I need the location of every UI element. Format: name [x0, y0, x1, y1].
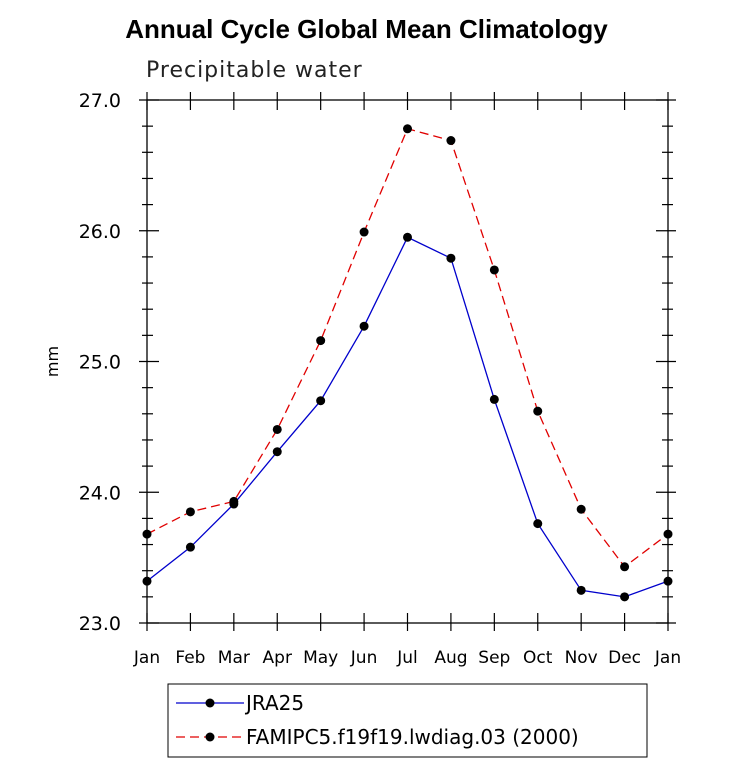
data-point — [576, 504, 586, 514]
data-point — [185, 542, 195, 552]
data-point — [142, 576, 152, 586]
y-tick-label: 24.0 — [79, 482, 121, 504]
data-point — [359, 227, 369, 237]
x-tick-label: Dec — [608, 648, 641, 668]
data-point — [229, 496, 239, 506]
data-point — [142, 529, 152, 539]
legend-marker-2 — [205, 732, 215, 742]
legend-label-1: JRA25 — [244, 691, 304, 715]
x-tick-label: Jan — [133, 648, 160, 668]
x-tick-label: Jan — [654, 648, 681, 668]
data-point — [272, 447, 282, 457]
data-point — [316, 336, 326, 346]
x-tick-label: Jun — [350, 648, 378, 668]
data-point — [489, 265, 499, 275]
y-tick-label: 23.0 — [79, 613, 121, 635]
data-point — [663, 529, 673, 539]
data-point — [446, 253, 456, 263]
x-tick-label: Apr — [263, 648, 292, 668]
series-line-2 — [146, 127, 669, 568]
x-tick-label: Jul — [396, 648, 418, 668]
data-point — [620, 592, 630, 602]
x-tick-label: Feb — [175, 648, 205, 668]
y-axis-label: mm — [43, 346, 62, 377]
x-tick-label: Sep — [478, 648, 510, 668]
data-point — [272, 424, 282, 434]
chart-legend: JRA25 FAMIPC5.f19f19.lwdiag.03 (2000) — [167, 683, 648, 758]
data-point — [533, 406, 543, 416]
legend-box — [167, 683, 648, 758]
chart-subtitle: Precipitable water — [146, 58, 363, 83]
chart-series — [142, 124, 673, 602]
series-line-1 — [146, 236, 669, 598]
data-point — [403, 124, 412, 134]
data-point — [316, 396, 326, 406]
data-point — [446, 136, 456, 146]
y-tick-label: 25.0 — [79, 352, 121, 374]
data-point — [489, 394, 499, 404]
y-tick-label: 27.0 — [79, 90, 121, 112]
legend-label-2: FAMIPC5.f19f19.lwdiag.03 (2000) — [246, 725, 579, 749]
data-point — [663, 576, 673, 586]
x-tick-label: May — [303, 648, 338, 668]
chart-axes: Jan Feb Mar Apr May Jun Jul Aug Sep Oct Nov Dec Jan 2… — [43, 90, 681, 668]
x-tick-label: Oct — [523, 648, 553, 668]
chart-title: Annual Cycle Global Mean Climatology — [125, 14, 608, 44]
data-point — [185, 507, 195, 517]
x-tick-label: Aug — [434, 648, 467, 668]
plot-frame — [146, 99, 669, 624]
data-point — [620, 562, 630, 572]
data-point — [359, 321, 369, 331]
y-tick-label: 26.0 — [79, 221, 121, 243]
data-point — [533, 519, 543, 529]
legend-marker-1 — [205, 698, 215, 708]
data-point — [403, 232, 412, 242]
data-point — [576, 585, 586, 595]
x-tick-label: Mar — [218, 648, 250, 668]
x-tick-label: Nov — [565, 648, 598, 668]
